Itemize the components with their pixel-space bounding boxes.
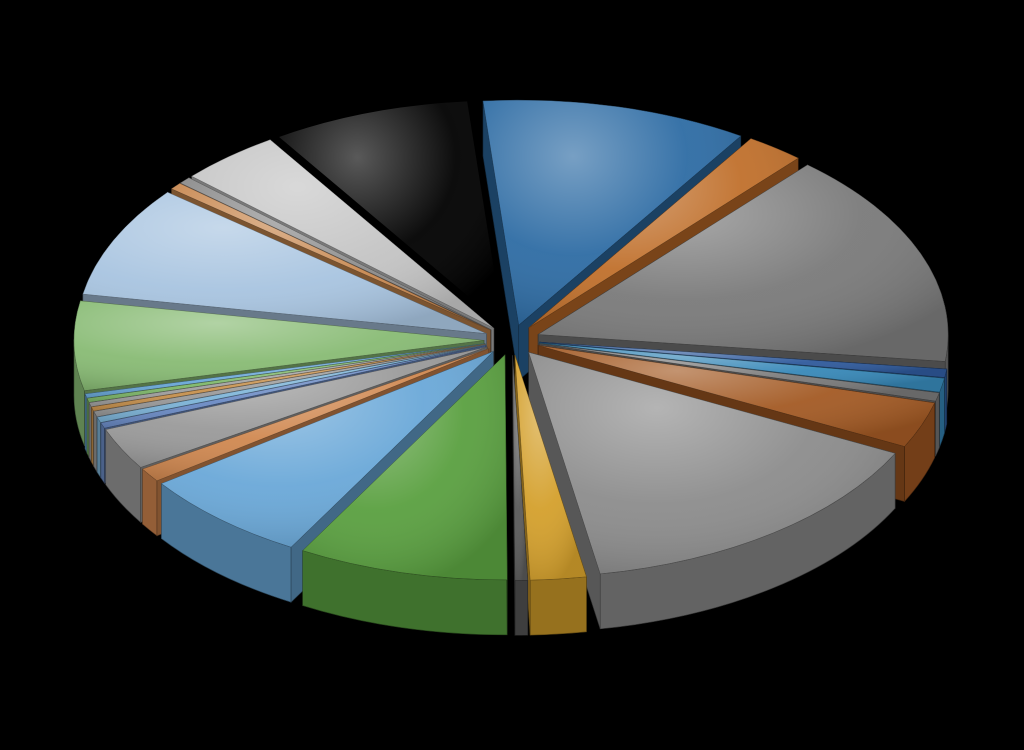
pie-chart-3d — [0, 0, 1024, 750]
